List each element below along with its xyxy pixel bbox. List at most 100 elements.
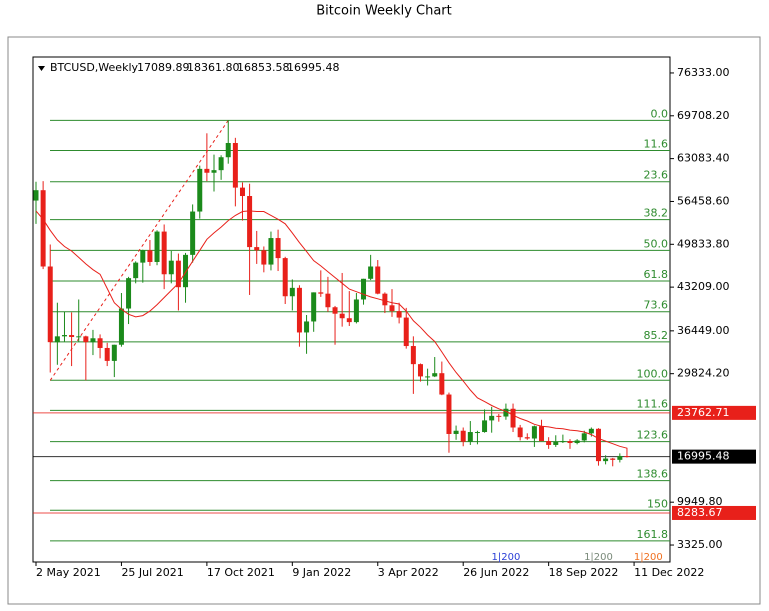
candle-body <box>553 441 559 445</box>
fib-label: 150 <box>647 497 668 510</box>
x-tick-label: 26 Jun 2022 <box>463 566 529 579</box>
candle-body <box>282 258 288 297</box>
chart-frame <box>7 36 761 605</box>
y-tick-label: 63083.40 <box>677 152 730 165</box>
candle-body <box>304 321 310 333</box>
candle-body <box>69 335 75 337</box>
candle-body <box>531 426 537 439</box>
ohlc-label: 18361.80 <box>187 61 240 74</box>
y-tick-label: 36449.00 <box>677 324 730 337</box>
candle-body <box>617 455 623 460</box>
candle-body <box>474 432 480 434</box>
y-tick-label: 76333.00 <box>677 66 730 79</box>
ohlc-label: 16995.48 <box>287 61 340 74</box>
fib-label: 138.6 <box>637 468 669 481</box>
candle-body <box>133 262 139 279</box>
candle-body <box>154 231 160 262</box>
x-tick-label: 2 May 2021 <box>36 566 101 579</box>
candle-body <box>111 344 117 361</box>
candle-body <box>503 408 509 417</box>
candle-body <box>232 142 238 188</box>
candle-body <box>90 338 96 343</box>
candle-body <box>624 456 630 458</box>
candle-body <box>175 260 181 288</box>
candle-body <box>517 427 523 438</box>
x-tick-label: 3 Apr 2022 <box>378 566 439 579</box>
candle-body <box>147 250 153 262</box>
candle-body <box>83 336 89 343</box>
candle-body <box>247 196 253 248</box>
candle-body <box>76 336 82 338</box>
fib-label: 111.6 <box>637 397 669 410</box>
candle-body <box>325 293 331 308</box>
trendline <box>49 120 229 381</box>
annotation: 1|200 <box>634 552 663 563</box>
candle-body <box>197 168 203 212</box>
candle-body <box>33 190 39 201</box>
candle-body <box>432 373 438 377</box>
x-tick-label: 9 Jan 2022 <box>292 566 351 579</box>
candle-body <box>595 428 601 462</box>
fib-label: 38.2 <box>644 207 669 220</box>
candle-body <box>190 211 196 255</box>
candle-body <box>211 170 217 173</box>
fib-label: 11.6 <box>644 137 669 150</box>
candle-body <box>97 338 103 348</box>
candle-body <box>560 441 566 443</box>
candle-body <box>126 278 132 309</box>
candle-body <box>581 433 587 441</box>
candle-body <box>339 313 345 319</box>
symbol-label: BTCUSD,Weekly <box>50 61 138 74</box>
candle-body <box>375 266 381 294</box>
fib-label: 61.8 <box>644 268 669 281</box>
y-tick-label: 29824.20 <box>677 367 730 380</box>
x-tick-label: 17 Oct 2021 <box>207 566 275 579</box>
candle-body <box>482 420 488 433</box>
candle-body <box>296 287 302 333</box>
candle-body <box>61 335 67 337</box>
candle-body <box>382 293 388 306</box>
candle-body <box>539 426 545 442</box>
fib-label: 0.0 <box>651 107 669 120</box>
price-tag-label: 8283.67 <box>677 506 723 519</box>
candle-body <box>417 364 423 377</box>
y-tick-label: 49833.80 <box>677 237 730 250</box>
candle-body <box>403 317 409 347</box>
candle-body <box>510 408 516 428</box>
candle-body <box>467 432 473 442</box>
candle-body <box>261 250 267 265</box>
candle-body <box>368 266 374 279</box>
fib-label: 161.8 <box>637 528 669 541</box>
chart-title: Bitcoin Weekly Chart <box>316 4 452 19</box>
candle-body <box>104 347 110 361</box>
y-tick-label: 69708.20 <box>677 109 730 122</box>
x-tick-label: 18 Sep 2022 <box>549 566 619 579</box>
candle-body <box>54 336 60 343</box>
candle-body <box>140 250 146 263</box>
plot-area <box>32 56 671 563</box>
candle-body <box>218 157 224 171</box>
candle-body <box>588 428 594 434</box>
fib-label: 23.6 <box>644 169 669 182</box>
price-tag-label: 16995.48 <box>677 450 730 463</box>
candle-body <box>332 307 338 314</box>
candle-body <box>204 168 210 173</box>
symbol-arrow <box>38 66 45 71</box>
candle-body <box>239 187 245 197</box>
fib-label: 123.6 <box>637 429 669 442</box>
candle-body <box>425 376 431 378</box>
candle-body <box>161 231 167 275</box>
price-tag <box>672 505 756 520</box>
candle-body <box>168 260 174 275</box>
moving-average <box>35 210 628 449</box>
candle-body <box>574 440 580 444</box>
x-tick-label: 25 Jul 2021 <box>121 566 183 579</box>
y-tick-label: 3325.00 <box>677 538 723 551</box>
fib-label: 50.0 <box>644 237 669 250</box>
fib-label: 100.0 <box>637 367 669 380</box>
candle-body <box>346 318 352 323</box>
annotation: 1|200 <box>492 552 521 563</box>
candle-body <box>489 415 495 421</box>
candle-body <box>439 373 445 395</box>
